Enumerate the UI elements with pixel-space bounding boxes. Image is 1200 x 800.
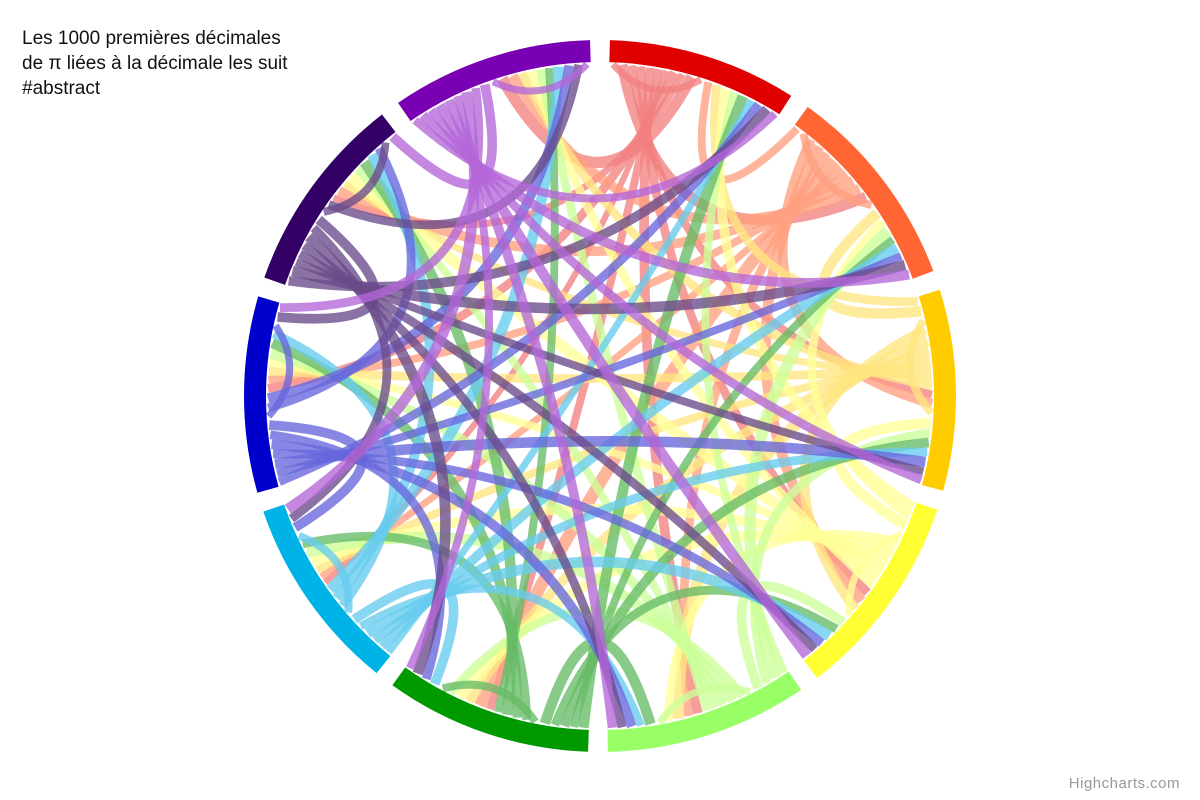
link-9-to-8[interactable] <box>389 83 497 190</box>
node-3[interactable] <box>803 502 938 679</box>
link-5-to-3[interactable] <box>550 585 839 727</box>
node-8[interactable] <box>264 114 396 285</box>
link-4-to-2[interactable] <box>749 428 931 685</box>
link-0-to-9[interactable] <box>497 74 697 169</box>
link-7-to-2[interactable] <box>274 435 927 470</box>
chart-title: Les 1000 premières décimales de π liées … <box>22 28 288 99</box>
link-7-to-5[interactable] <box>269 430 445 681</box>
nodes-group <box>243 40 956 752</box>
link-3-to-1[interactable] <box>807 218 913 520</box>
highcharts-credit[interactable]: Highcharts.com <box>1068 775 1180 792</box>
link-2-to-0[interactable] <box>710 84 919 306</box>
node-7[interactable] <box>243 296 280 493</box>
link-6-to-4[interactable] <box>358 584 645 727</box>
node-1[interactable] <box>794 106 934 279</box>
node-0[interactable] <box>609 40 792 115</box>
node-4[interactable] <box>607 671 802 752</box>
link-9-to-4[interactable] <box>444 98 618 729</box>
links-group <box>265 61 935 729</box>
node-9[interactable] <box>398 40 591 121</box>
link-8-to-6[interactable] <box>288 224 392 523</box>
node-5[interactable] <box>392 667 589 752</box>
node-6[interactable] <box>263 504 391 674</box>
node-2[interactable] <box>918 289 956 491</box>
link-9-to-7[interactable] <box>279 87 484 312</box>
link-9-to-9[interactable] <box>491 61 590 95</box>
